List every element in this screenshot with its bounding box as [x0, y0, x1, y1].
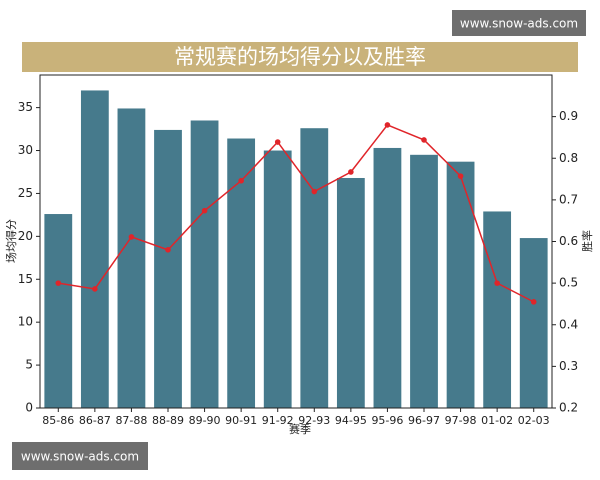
point [128, 234, 135, 240]
point [92, 286, 98, 292]
bar [80, 90, 109, 408]
y2-tick-label: 0.5 [559, 276, 578, 290]
bar [190, 120, 219, 408]
y-tick-label: 20 [18, 229, 33, 243]
x-tick-label: 88-89 [152, 414, 184, 427]
bar [300, 128, 329, 408]
x-tick-label: 86-87 [79, 414, 111, 427]
chart-title: 常规赛的场均得分以及胜率 [174, 45, 426, 69]
y-tick-label: 30 [18, 143, 33, 157]
x-tick-label: 90-91 [225, 414, 257, 427]
bar [44, 214, 73, 408]
bar [373, 147, 402, 408]
watermark: www.snow-ads.com [460, 17, 578, 31]
bar [410, 154, 438, 408]
y-tick-label: 35 [18, 100, 33, 114]
point [494, 280, 500, 286]
point [384, 122, 391, 128]
x-tick-label: 01-02 [481, 414, 513, 427]
x-tick-label: 85-86 [42, 414, 74, 427]
y2-tick-label: 0.3 [559, 359, 578, 373]
y-tick-label: 5 [25, 358, 33, 372]
point [421, 137, 427, 143]
x-tick-label: 94-95 [335, 414, 367, 427]
x-tick-label: 02-03 [518, 414, 550, 427]
point [165, 247, 171, 253]
point [311, 188, 318, 195]
plot-frame [39, 74, 553, 409]
point [55, 280, 62, 286]
bar [446, 161, 475, 408]
y-tick-label: 25 [18, 186, 33, 200]
y-axis-label: 场均得分 [4, 219, 18, 263]
x-tick-label: 96-97 [408, 414, 440, 427]
bar [117, 108, 146, 408]
point [530, 299, 537, 305]
point [238, 177, 244, 184]
x-tick-label: 92-93 [298, 414, 330, 427]
y2-tick-label: 0.7 [559, 192, 578, 206]
bar [519, 238, 548, 408]
x-tick-label: 87-88 [115, 414, 147, 427]
line [58, 124, 535, 303]
y-tick-label: 0 [25, 401, 33, 415]
point [201, 207, 208, 214]
bar [336, 177, 365, 408]
x-tick-label: 97-98 [445, 414, 477, 427]
watermark-box [12, 442, 148, 470]
watermark-box [452, 10, 586, 36]
watermark: www.snow-ads.com [21, 450, 139, 464]
bar [154, 129, 182, 408]
y2-tick-label: 0.8 [559, 151, 578, 165]
y2-axis-label: 胜率 [580, 230, 594, 252]
bar [483, 211, 512, 408]
y2-tick-label: 0.4 [559, 317, 578, 331]
x-tick-label: 95-96 [371, 414, 403, 427]
y-tick-label: 10 [18, 315, 33, 329]
y-tick-label: 15 [18, 272, 33, 286]
bar [263, 150, 292, 409]
point [348, 169, 354, 175]
x-tick-label: 89-90 [189, 414, 221, 427]
title-banner [22, 42, 578, 72]
x-tick-label: 91-92 [262, 414, 294, 427]
point [274, 139, 281, 145]
y2-tick-label: 0.2 [559, 401, 578, 415]
y2-tick-label: 0.9 [559, 109, 578, 123]
y2-tick-label: 0.6 [559, 234, 578, 248]
x-axis-label: 赛季 [289, 422, 311, 436]
point [457, 173, 464, 179]
